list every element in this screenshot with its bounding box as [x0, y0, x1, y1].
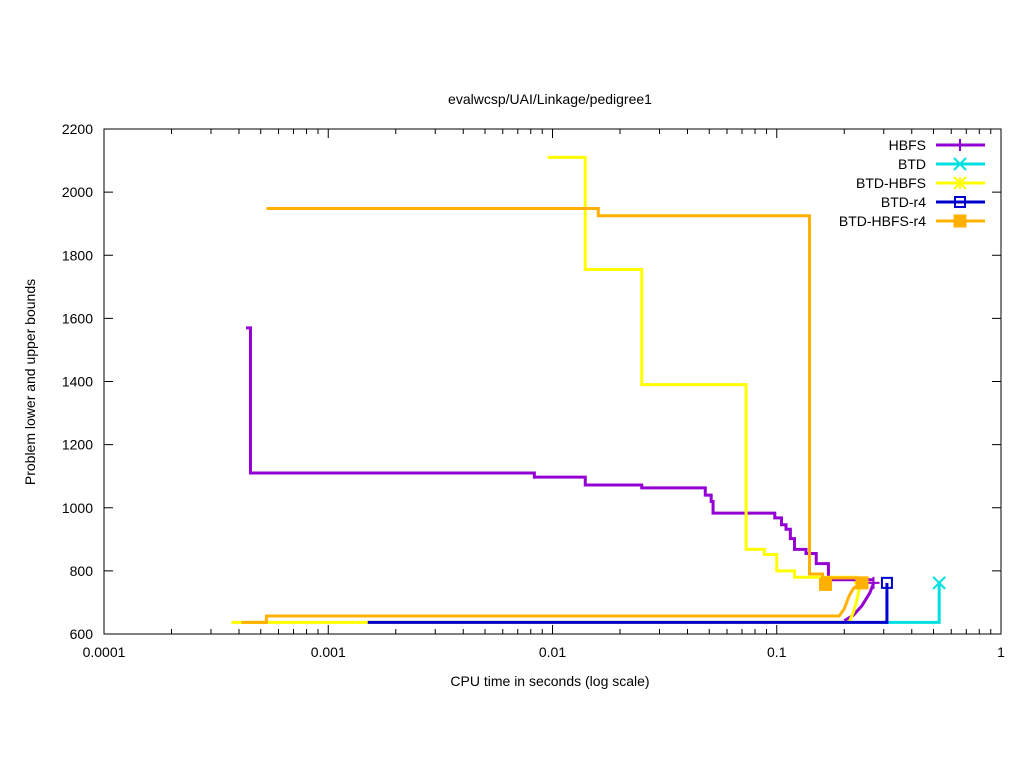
- y-tick-label: 1800: [62, 247, 93, 263]
- series-btd-r4-end-marker-sq: [880, 576, 893, 589]
- series-btd-r4-lower-line: [367, 582, 889, 624]
- series-btd-end-marker-d2: [932, 576, 946, 590]
- x-tick-label: 0.0001: [83, 644, 126, 660]
- legend-btd-r4-marker: [954, 196, 966, 208]
- legend-btd-r4-marker-sq: [954, 196, 966, 208]
- x-tick-label: 0.1: [767, 644, 787, 660]
- y-tick-label: 1400: [62, 374, 93, 390]
- series-btd-hbfs-r4-end-marker-sq: [855, 576, 869, 590]
- legend-btd-hbfs-marker: [953, 176, 967, 190]
- series-hbfs-upper-line: [246, 326, 874, 582]
- y-tick-label: 2000: [62, 184, 93, 200]
- x-tick-label: 1: [997, 644, 1005, 660]
- plot-frame: [103, 128, 1002, 635]
- legend-btd-marker: [953, 157, 967, 171]
- series-btd-hbfs-r4-extra-marker-sq: [819, 577, 833, 591]
- legend-btd-marker-d2: [953, 157, 967, 171]
- axis-ticks: 0.0001 0.001 0.01 0.1 1600800100012001400160…: [62, 121, 1005, 660]
- x-tick-label: 0.01: [539, 644, 566, 660]
- x-axis-label: CPU time in seconds (log scale): [450, 673, 649, 689]
- y-tick-label: 2200: [62, 121, 93, 137]
- series-btd-hbfs-r4-extra-marker: [819, 577, 833, 591]
- legend-btd-hbfs-marker-d2: [953, 176, 967, 190]
- legend: HBFS BTD BTD-HBFS BTD-r4 BTD-HBFS-r4: [839, 137, 985, 229]
- legend-btd-label: BTD: [898, 156, 926, 172]
- series-btd-lower-line: [883, 582, 941, 624]
- y-tick-label: 600: [70, 626, 94, 642]
- chart-title: evalwcsp/UAI/Linkage/pedigree1: [448, 91, 652, 107]
- series-btd-hbfs-r4-upper-line: [266, 207, 858, 580]
- y-tick-label: 1200: [62, 437, 93, 453]
- series-hbfs-end-marker: [867, 576, 880, 589]
- legend-hbfs-label: HBFS: [889, 137, 926, 153]
- series-btd-end-marker: [932, 576, 946, 590]
- legend-btd-r4-label: BTD-r4: [881, 194, 926, 210]
- x-tick-label: 0.001: [311, 644, 346, 660]
- legend-btd-hbfs-r4-label: BTD-HBFS-r4: [839, 213, 926, 229]
- legend-btd-hbfs-label: BTD-HBFS: [856, 175, 926, 191]
- series-layer: [231, 155, 946, 624]
- series-btd-hbfs-upper-line: [547, 155, 858, 579]
- legend-hbfs-marker: [954, 139, 966, 151]
- y-axis-label: Problem lower and upper bounds: [22, 279, 38, 485]
- series-btd-hbfs-r4-end-marker: [855, 576, 869, 590]
- legend-btd-hbfs-r4-marker: [953, 214, 967, 228]
- legend-btd-hbfs-r4-marker-sq: [953, 214, 967, 228]
- y-tick-label: 1000: [62, 500, 93, 516]
- series-btd-hbfs-r4-lower-line: [241, 581, 863, 624]
- series-btd-r4-end-marker: [880, 576, 893, 589]
- y-tick-label: 1600: [62, 310, 93, 326]
- y-tick-label: 800: [70, 563, 94, 579]
